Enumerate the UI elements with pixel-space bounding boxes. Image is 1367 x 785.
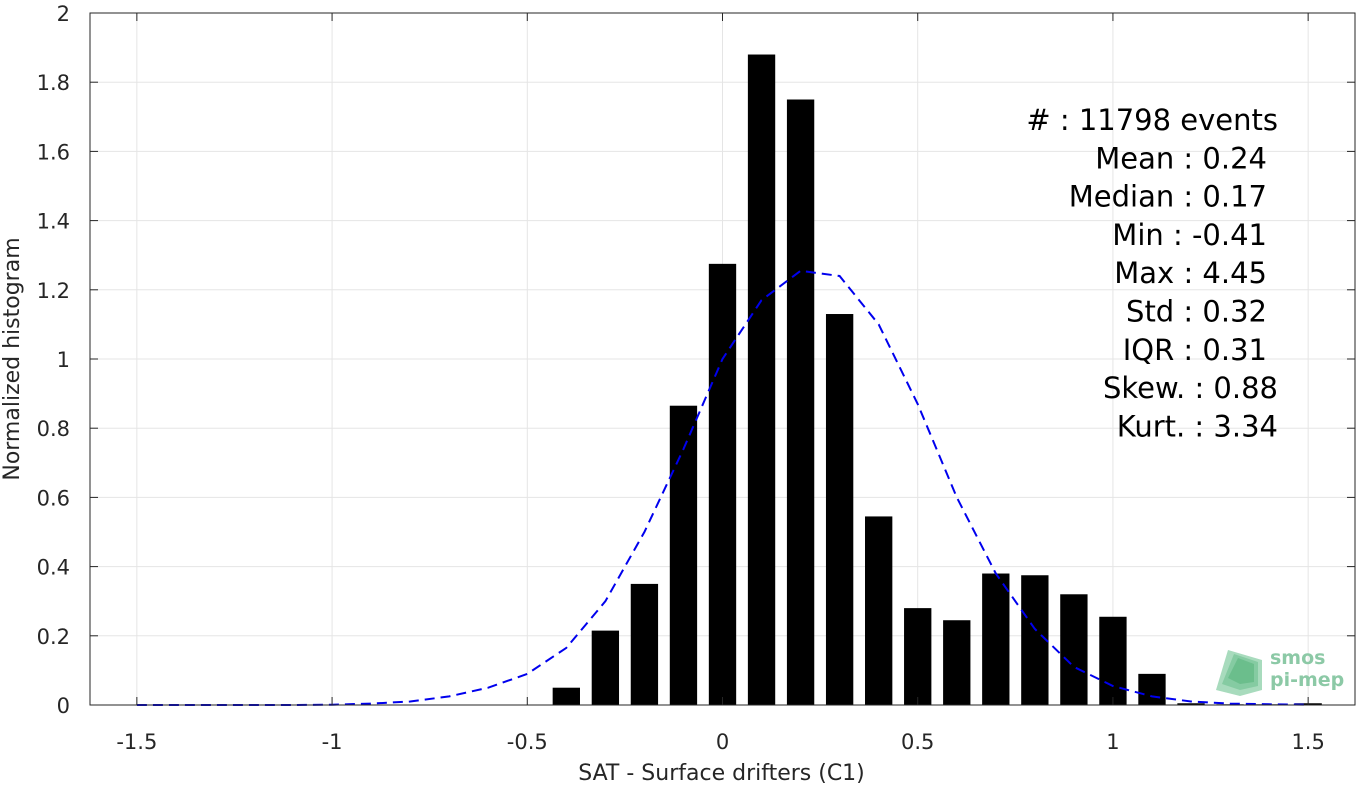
y-tick-label-9: 1.8 [37, 71, 70, 95]
smos-pimep-logo: smos pi-mep [1216, 647, 1344, 696]
bar-10 [943, 620, 971, 705]
x-tick-label-5: 1 [1106, 730, 1119, 754]
stats-line-4: Max : 4.45 [1114, 256, 1267, 290]
logo-line2: pi-mep [1270, 669, 1344, 691]
bar-1 [591, 630, 620, 705]
bar-16 [1177, 703, 1205, 705]
stats-line-6: IQR : 0.31 [1123, 333, 1267, 367]
x-axis-label: SAT - Surface drifters (C1) [578, 761, 865, 785]
stats-annotation: # : 11798 events Mean : 0.24 Median : 0.17… [1026, 103, 1278, 443]
x-tick-label-2: -0.5 [507, 730, 548, 754]
y-tick-label-5: 1 [57, 348, 70, 372]
y-tick-label-1: 0.2 [37, 625, 70, 649]
stats-line-3: Min : -0.41 [1112, 218, 1267, 252]
x-tick-label-0: -1.5 [116, 730, 157, 754]
logo-line1: smos [1270, 647, 1325, 669]
stats-line-8: Kurt. : 3.34 [1117, 409, 1278, 443]
y-tick-label-4: 0.8 [37, 417, 70, 441]
bar-12 [1021, 575, 1049, 705]
y-tick-label-8: 1.6 [37, 140, 70, 164]
bar-7 [825, 314, 854, 705]
stats-line-0: # : 11798 events [1026, 103, 1278, 137]
x-tick-label-6: 1.5 [1291, 730, 1324, 754]
bar-13 [1060, 594, 1088, 705]
y-axis-ticks: 0 0.2 0.4 0.6 0.8 1 1.2 1.4 1.6 1.8 2 [37, 2, 1355, 718]
bar-0 [552, 687, 580, 705]
bar-8 [865, 516, 893, 705]
bar-3 [669, 405, 698, 705]
y-tick-label-0: 0 [57, 694, 70, 718]
x-tick-label-4: 0.5 [901, 730, 934, 754]
bar-series [552, 54, 1322, 705]
y-tick-label-7: 1.4 [37, 210, 70, 234]
y-tick-label-2: 0.4 [37, 556, 70, 580]
x-tick-label-3: 0 [716, 730, 729, 754]
y-tick-label-10: 2 [57, 2, 70, 26]
stats-line-5: Std : 0.32 [1126, 295, 1267, 329]
bar-6 [786, 99, 815, 705]
bar-4 [708, 263, 737, 705]
bar-11 [982, 573, 1010, 705]
stats-line-1: Mean : 0.24 [1095, 141, 1267, 175]
bar-15 [1138, 673, 1166, 705]
bar-9 [904, 608, 932, 705]
stats-line-7: Skew. : 0.88 [1103, 371, 1278, 405]
x-tick-label-1: -1 [322, 730, 343, 754]
bar-14 [1099, 616, 1127, 705]
logo-icon [1216, 650, 1262, 696]
y-axis-label: Normalized histogram [0, 237, 25, 480]
bar-5 [747, 54, 776, 705]
stats-line-2: Median : 0.17 [1069, 180, 1267, 214]
y-tick-label-3: 0.6 [37, 486, 70, 510]
y-tick-label-6: 1.2 [37, 279, 70, 303]
bar-2 [630, 583, 659, 705]
x-axis-ticks: -1.5 -1 -0.5 0 0.5 1 1.5 [116, 13, 1325, 754]
